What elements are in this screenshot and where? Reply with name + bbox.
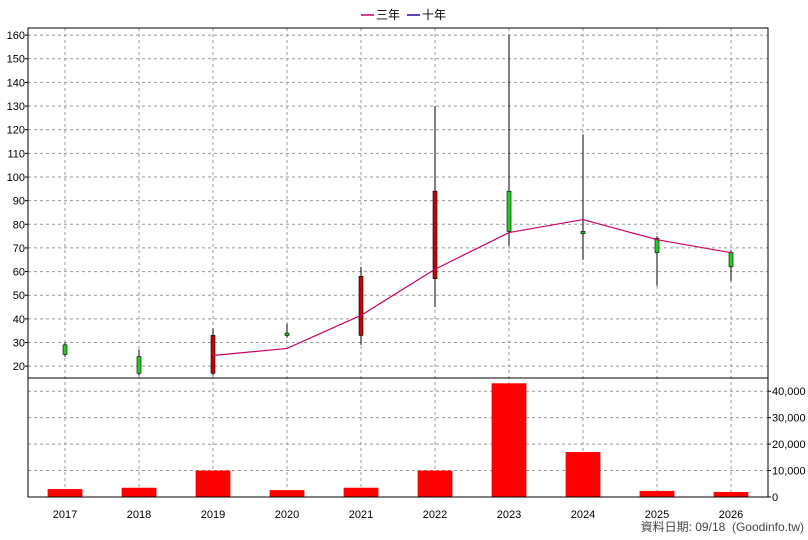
price-axis: 20 30 40 50 60 70 80 90 100 110 120 130 140 150 160 [7, 30, 28, 373]
candle-body [432, 190, 438, 279]
price-tick-label: 160 [7, 30, 25, 42]
x-tick-label: 2017 [53, 509, 77, 521]
x-tick-label: 2018 [127, 509, 151, 521]
x-tick-label: 2026 [719, 509, 743, 521]
volume-tick-label: 0 [772, 492, 778, 504]
candle-body [728, 252, 734, 268]
x-tick-label: 2022 [423, 509, 447, 521]
legend-label-10yr: 十年 [422, 8, 446, 22]
x-tick-label: 2019 [201, 509, 225, 521]
data-date-note: 資料日期: 09/18 (Goodinfo.tw) [641, 518, 804, 535]
candle-body [654, 238, 660, 253]
x-tick-label: 2024 [571, 509, 595, 521]
grid [28, 28, 768, 497]
price-tick-label: 70 [13, 243, 25, 255]
volume-bar [121, 487, 157, 497]
volume-bar [639, 490, 675, 497]
x-tick-label: 2025 [645, 509, 669, 521]
price-tick-label: 120 [7, 125, 25, 137]
volume-tick-label: 20,000 [772, 439, 806, 451]
price-tick-label: 80 [13, 219, 25, 231]
candle-body [358, 276, 364, 336]
x-tick-label: 2021 [349, 509, 373, 521]
volume-bar [491, 383, 527, 497]
legend: 三年 十年 [361, 8, 446, 22]
price-tick-label: 40 [13, 314, 25, 326]
volume-tick-label: 30,000 [772, 413, 806, 425]
legend-label-3yr: 三年 [376, 8, 400, 22]
price-tick-label: 100 [7, 172, 25, 184]
volume-axis: 0 10,000 20,000 30,000 40,000 [768, 386, 806, 504]
price-tick-label: 110 [7, 148, 25, 160]
price-tick-label: 130 [7, 101, 25, 113]
candle-body [506, 190, 512, 232]
candlesticks [62, 35, 734, 376]
volume-bar [47, 489, 83, 497]
price-tick-label: 90 [13, 196, 25, 208]
volume-bar [195, 470, 231, 497]
candle-body [284, 332, 290, 336]
volume-bar [343, 487, 379, 497]
x-tick-label: 2023 [497, 509, 521, 521]
x-tick-label: 2020 [275, 509, 299, 521]
data-source: (Goodinfo.tw) [731, 520, 804, 534]
candle-body [62, 344, 68, 355]
volume-bar [713, 491, 749, 497]
candle-body [580, 231, 586, 235]
candle-body [210, 335, 216, 374]
plot-frame [27, 27, 769, 498]
price-tick-label: 140 [7, 77, 25, 89]
price-tick-label: 50 [13, 290, 25, 302]
plot-border [27, 27, 769, 498]
price-tick-label: 150 [7, 54, 25, 66]
candle-body [136, 356, 142, 374]
price-tick-label: 60 [13, 267, 25, 279]
x-axis: 2017 2018 2019 2020 2021 2022 2023 2024 2025 2026 [53, 509, 743, 521]
price-tick-label: 20 [13, 361, 25, 373]
volume-bar [565, 452, 601, 497]
volume-tick-label: 40,000 [772, 386, 806, 398]
volume-bar [269, 490, 305, 497]
data-date: 資料日期: 09/18 [640, 520, 726, 534]
volume-tick-label: 10,000 [772, 466, 806, 478]
ma-3yr-line [212, 218, 732, 357]
moving-average-lines [212, 218, 732, 357]
price-tick-label: 30 [13, 338, 25, 350]
volume-bar [417, 470, 453, 497]
volume-bars [47, 383, 749, 497]
